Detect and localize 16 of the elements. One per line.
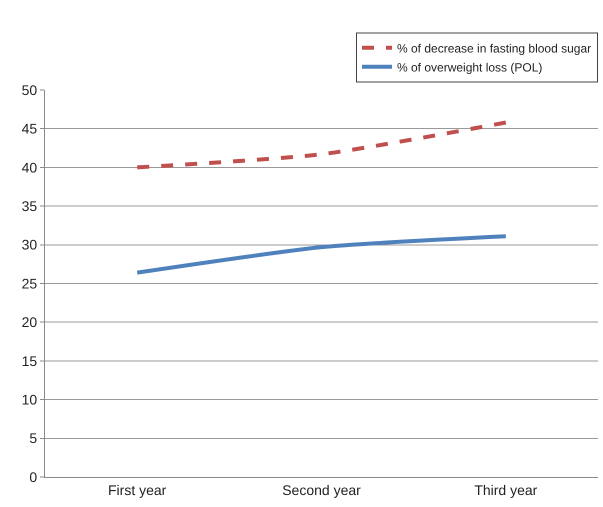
y-tick-label: 0 (29, 468, 38, 485)
x-tick-label: First year (108, 482, 167, 498)
y-tick-label: 25 (22, 275, 38, 292)
y-tick-label: 35 (22, 198, 38, 214)
y-tick-label: 50 (22, 82, 38, 98)
y-tick-label: 30 (22, 236, 38, 253)
legend-label: % of decrease in fasting blood sugar (397, 41, 592, 56)
x-tick-label: Second year (282, 482, 362, 498)
y-tick-label: 15 (22, 352, 38, 369)
y-tick-label: 20 (22, 314, 38, 330)
y-tick-label: 10 (22, 392, 38, 408)
x-tick-label: Third year (474, 482, 538, 498)
y-tick-label: 5 (29, 430, 38, 446)
y-tick-label: 40 (22, 159, 38, 176)
legend-label: % of overweight loss (POL) (397, 60, 542, 74)
y-tick-label: 45 (22, 120, 38, 137)
